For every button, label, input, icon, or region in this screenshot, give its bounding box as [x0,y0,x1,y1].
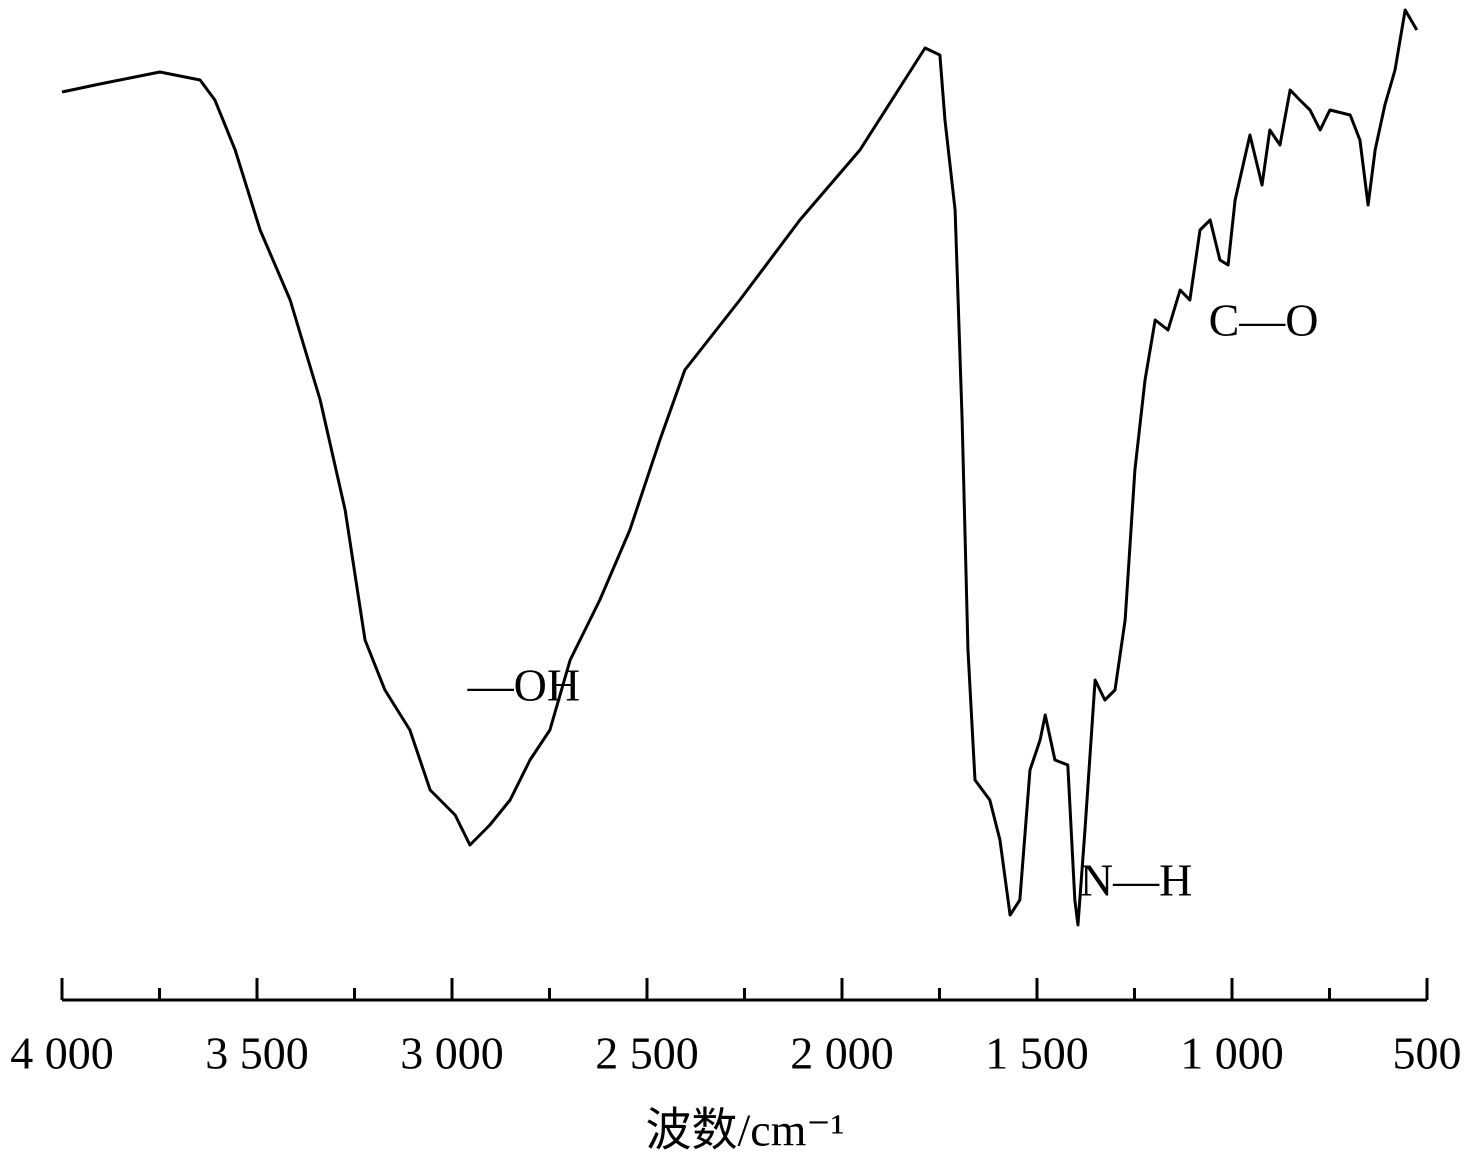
spectrum-line [61,8,1419,927]
x-tick-label: 1 500 [985,1028,1089,1079]
x-tick-label: 3 500 [205,1028,309,1079]
x-tick-label: 500 [1393,1028,1462,1079]
x-tick-label: 4 000 [10,1028,114,1079]
x-tick-label: 1 000 [1180,1028,1284,1079]
annotation: C—O [1209,295,1319,346]
x-tick-label: 2 000 [790,1028,894,1079]
annotation: N—H [1080,855,1192,906]
annotation: —OH [467,660,580,711]
x-axis-label: 波数/cm⁻¹ [645,1105,844,1156]
x-tick-label: 2 500 [595,1028,699,1079]
x-tick-label: 3 000 [400,1028,504,1079]
